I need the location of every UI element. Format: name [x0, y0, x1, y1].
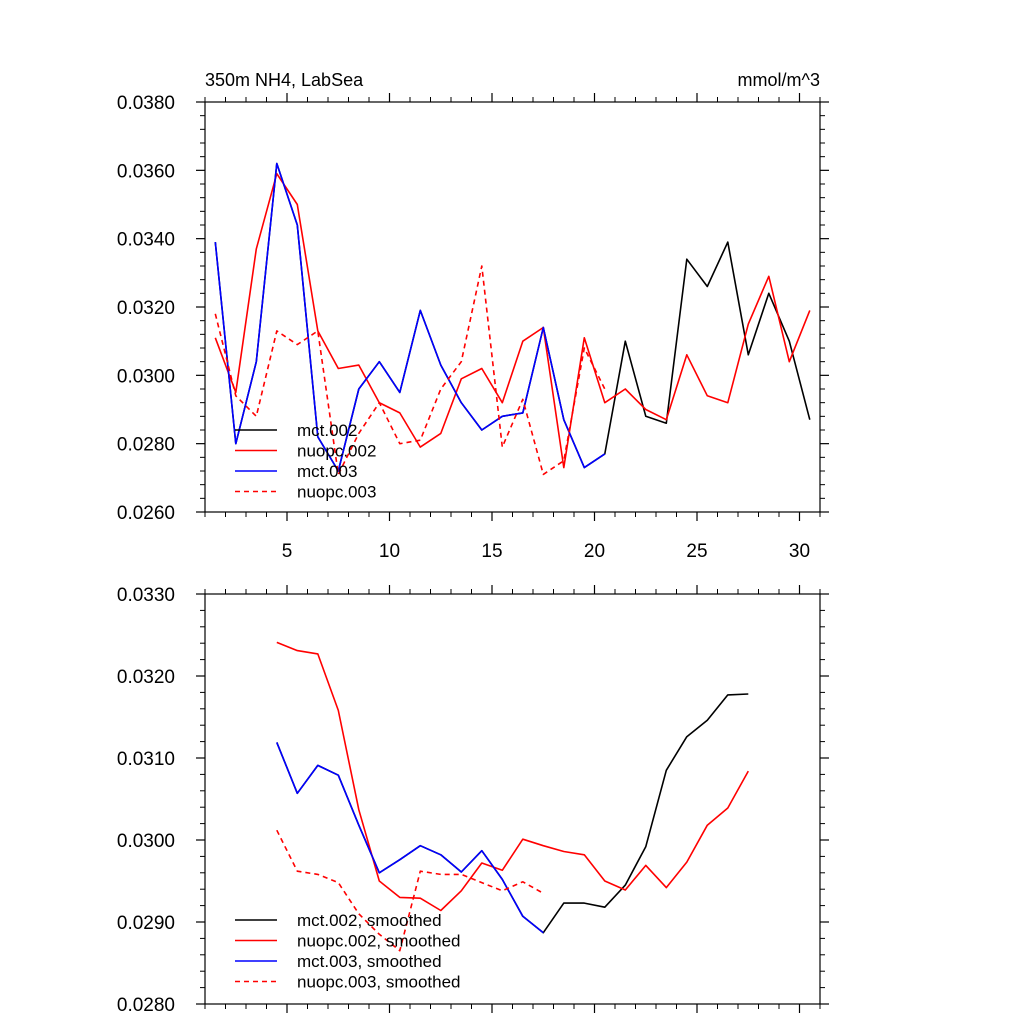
top-x-tick-label: 10 — [379, 541, 400, 562]
top-x-tick-label: 30 — [789, 541, 810, 562]
top-legend-label: mct.003 — [297, 462, 357, 481]
top-legend-label: mct.002 — [297, 421, 357, 440]
bottom-series-line-2 — [276, 641, 749, 912]
top-y-tick-label: 0.0320 — [117, 298, 175, 319]
top-y-tick-label: 0.0260 — [117, 503, 175, 524]
top-chart-units: mmol/m^3 — [738, 70, 820, 90]
bottom-chart: 0.0280 0.0290 0.0300 0.0310 0.0320 0.0330 mct… — [117, 585, 829, 1016]
bottom-y-tick-label: 0.0310 — [117, 749, 175, 770]
bottom-series — [276, 641, 749, 952]
bottom-x-ticks — [204, 585, 821, 1013]
top-legend-label: nuopc.003 — [297, 483, 376, 502]
top-series — [214, 162, 811, 476]
bottom-y-tick-label: 0.0320 — [117, 667, 175, 688]
top-y-tick-label: 0.0360 — [117, 161, 175, 182]
bottom-series-line-4 — [276, 829, 544, 952]
bottom-legend-label: nuopc.003, smoothed — [297, 973, 461, 992]
top-x-tick-label: 25 — [686, 541, 707, 562]
bottom-legend: mct.002, smoothed nuopc.002, smoothedmct.… — [235, 911, 461, 992]
top-x-tick-label: 5 — [282, 541, 293, 562]
bottom-y-tick-label: 0.0290 — [117, 913, 175, 934]
top-series-line-4 — [214, 265, 606, 476]
top-chart: 350m NH4, LabSea mmol/m^3 0.02600.02800.… — [117, 70, 829, 562]
top-y-tick-label: 0.0280 — [117, 435, 175, 456]
bottom-series-line-3 — [276, 742, 544, 934]
top-series-line-3 — [214, 162, 606, 472]
top-y-tick-label: 0.0340 — [117, 230, 175, 251]
bottom-y-tick-label: 0.0300 — [117, 831, 175, 852]
top-series-line-2 — [214, 172, 811, 469]
bottom-legend-label: mct.002, smoothed — [297, 911, 442, 930]
bottom-legend-label: mct.003, smoothed — [297, 952, 442, 971]
bottom-legend-label: nuopc.002, smoothed — [297, 932, 461, 951]
bottom-y-tick-label: 0.0330 — [117, 585, 175, 606]
top-y-tick-label: 0.0300 — [117, 366, 175, 387]
top-chart-title: 350m NH4, LabSea — [205, 70, 364, 90]
bottom-y-tick-label: 0.0280 — [117, 995, 175, 1016]
top-y-tick-label: 0.0380 — [117, 93, 175, 114]
top-legend-label: nuopc.002 — [297, 442, 376, 461]
top-x-tick-label: 15 — [481, 541, 502, 562]
bottom-y-ticks: 0.0280 0.0290 0.0300 0.0310 0.0320 0.0330 — [117, 585, 829, 1016]
top-x-tick-label: 20 — [584, 541, 605, 562]
top-x-ticks: 5 10 15 20 25 30 — [204, 93, 821, 562]
top-y-ticks: 0.0260 0.0280 0.0300 0.0320 0.0340 0.0360 0.03… — [117, 93, 829, 524]
